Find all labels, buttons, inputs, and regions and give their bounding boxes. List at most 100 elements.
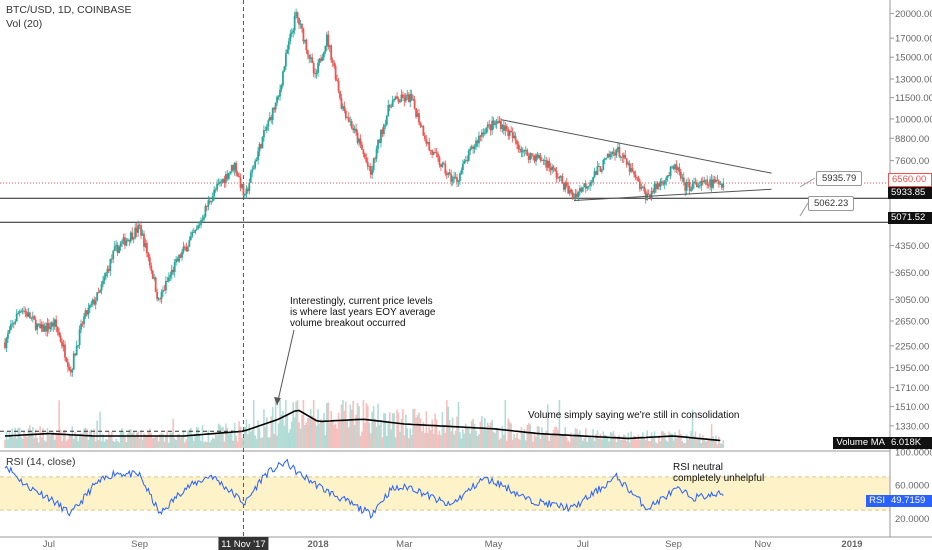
candle-body xyxy=(223,178,226,183)
volume-bar xyxy=(87,439,90,448)
candle-body xyxy=(605,157,608,159)
volume-bar xyxy=(7,439,9,448)
callout-upper-level[interactable]: 5935.79 xyxy=(816,171,863,186)
candle-body xyxy=(592,177,594,183)
candle-body xyxy=(195,228,198,231)
volume-bar xyxy=(403,435,406,448)
volume-bar xyxy=(30,432,33,448)
candle-body xyxy=(144,242,147,247)
volume-bar xyxy=(684,443,687,448)
candle-body xyxy=(330,45,333,61)
candle-body xyxy=(404,95,407,102)
candle-body xyxy=(359,138,362,145)
candle-body xyxy=(280,85,283,90)
volume-bar xyxy=(383,413,385,448)
volume-bar xyxy=(421,431,423,448)
volume-bar xyxy=(157,441,160,448)
volume-bar xyxy=(381,437,384,448)
candle-body xyxy=(128,239,131,242)
volume-bar xyxy=(388,412,391,448)
candle-body xyxy=(233,162,236,171)
volume-bar xyxy=(505,440,508,448)
volume-bar xyxy=(627,432,629,448)
volume-bar xyxy=(719,443,722,448)
candle-body xyxy=(49,326,52,329)
candle-body xyxy=(668,175,671,176)
volume-bar xyxy=(247,434,249,448)
candle-body xyxy=(312,63,315,74)
candle-body xyxy=(91,299,94,304)
rsi-annotation-line-2: completely unhelpful xyxy=(673,473,765,484)
volume-bar xyxy=(323,413,325,448)
volume-bar xyxy=(343,410,346,448)
volume-bar xyxy=(154,435,157,448)
volume-bar xyxy=(241,437,243,448)
candle-body xyxy=(347,117,350,122)
candle-body xyxy=(378,139,381,143)
candle-body xyxy=(641,186,644,188)
volume-bar xyxy=(371,411,373,448)
volume-bar xyxy=(589,437,591,448)
candle-body xyxy=(399,101,401,103)
volume-bar xyxy=(494,433,496,448)
volume-bar xyxy=(593,441,596,448)
candle-body xyxy=(535,154,537,162)
price-tick-label: 1330.00 xyxy=(895,421,929,432)
candle-body xyxy=(157,298,160,300)
candle-body xyxy=(352,128,355,131)
volume-bar xyxy=(59,429,62,448)
volume-bar xyxy=(678,429,681,448)
candle-body xyxy=(557,177,559,179)
volume-bar xyxy=(352,400,354,448)
volume-bar xyxy=(535,436,537,448)
volume-bar xyxy=(17,427,19,448)
volume-bar xyxy=(703,440,706,448)
candle-body xyxy=(353,128,356,131)
volume-bar xyxy=(523,428,526,448)
volume-bar xyxy=(710,424,713,448)
volume-bars xyxy=(4,400,725,448)
volume-bar xyxy=(577,432,580,448)
volume-bar xyxy=(283,425,286,448)
volume-bar xyxy=(176,434,179,448)
candle-body xyxy=(647,193,650,195)
candle-body xyxy=(394,96,397,99)
candle-body xyxy=(344,110,347,119)
volume-bar xyxy=(94,441,97,448)
candle-body xyxy=(295,12,298,17)
candle-body xyxy=(488,124,491,126)
volume-bar xyxy=(135,432,138,448)
candle-body xyxy=(418,113,420,123)
annotation-arrow-head xyxy=(274,397,281,405)
callout-lower-level[interactable]: 5062.23 xyxy=(808,196,855,211)
candle-body xyxy=(494,123,496,126)
volume-bar xyxy=(532,441,534,448)
candle-body xyxy=(198,224,201,226)
candle-body xyxy=(211,195,214,202)
volume-bar xyxy=(11,428,14,448)
volume-bar xyxy=(236,441,239,448)
candle-body xyxy=(382,124,385,134)
candle-body xyxy=(393,98,396,101)
volume-bar xyxy=(147,431,150,448)
price-tick-label: 4350.00 xyxy=(895,241,929,252)
volume-bar xyxy=(290,421,293,448)
rsi-indicator-header: RSI (14, close) xyxy=(6,456,76,468)
volume-bar xyxy=(80,433,82,448)
candle-body xyxy=(473,146,476,149)
volume-bar xyxy=(459,432,461,448)
volume-bar xyxy=(81,433,84,448)
candle-body xyxy=(289,34,292,42)
volume-bar xyxy=(140,430,142,448)
volume-bar xyxy=(156,436,158,448)
volume-bar xyxy=(34,429,37,448)
volume-bar xyxy=(437,434,439,448)
volume-bar xyxy=(374,418,376,448)
volume-bar xyxy=(700,442,703,448)
candle-body xyxy=(615,150,618,156)
candle-body xyxy=(271,107,274,121)
candle-body xyxy=(698,185,701,187)
candle-body xyxy=(147,253,150,258)
volume-bar xyxy=(276,435,278,448)
